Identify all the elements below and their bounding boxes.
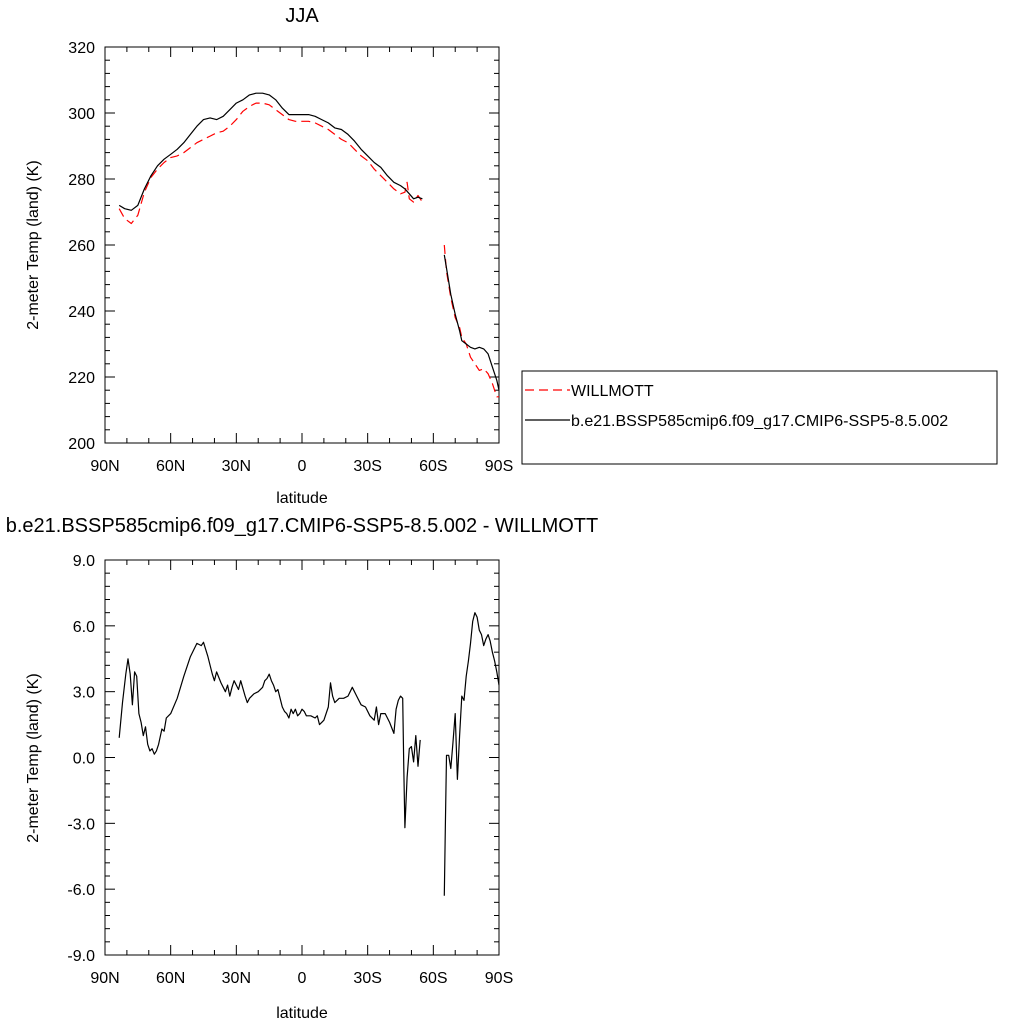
series-line-b-e21-bssp585cmip6-f09-g17-cmip6-ssp5-8-5-002 [443,254,500,391]
axis-ticks [104,559,500,956]
y-tick-label: 280 [68,172,95,189]
y-tick-label: 200 [68,436,95,453]
y-tick-label: -3.0 [67,816,95,833]
x-tick-label: 90N [90,458,119,475]
series-line-difference [443,612,500,896]
legend: WILLMOTT b.e21.BSSP585cmip6.f09_g17.CMIP… [521,370,998,465]
y-tick-label: 240 [68,304,95,321]
chart-title: b.e21.BSSP585cmip6.f09_g17.CMIP6-SSP5-8.… [6,515,599,537]
y-tick-label: -6.0 [67,882,95,899]
plot-frame [104,559,500,956]
legend-label-willmott: WILLMOTT [571,383,654,400]
x-tick-label: 0 [298,970,307,987]
chart-title: JJA [285,5,319,27]
x-tick-labels: 90N 60N 30N 0 30S 60S 90S [90,458,513,475]
y-axis-label: 2-meter Temp (land) (K) [25,673,42,843]
series-group [118,612,500,896]
panel-bottom: b.e21.BSSP585cmip6.f09_g17.CMIP6-SSP5-8.… [6,515,599,1022]
series-line-difference [118,641,421,829]
legend-label-model: b.e21.BSSP585cmip6.f09_g17.CMIP6-SSP5-8.… [571,413,948,430]
y-tick-label: 9.0 [73,553,95,570]
series-line-b-e21-bssp585cmip6-f09-g17-cmip6-ssp5-8-5-002 [118,92,423,211]
x-axis-label: latitude [276,1005,328,1022]
y-tick-label: 320 [68,40,95,57]
x-tick-label: 60N [156,970,185,987]
x-axis-label: latitude [276,490,328,507]
x-tick-label: 90N [90,970,119,987]
x-tick-label: 90S [485,458,513,475]
y-axis-label: 2-meter Temp (land) (K) [25,160,42,330]
x-tick-label: 60S [419,458,447,475]
x-tick-labels: 90N 60N 30N 0 30S 60S 90S [90,970,513,987]
axis-ticks [104,46,500,444]
y-tick-labels: 200 220 240 260 280 300 320 [68,40,95,453]
x-tick-label: 30N [222,458,251,475]
x-tick-label: 0 [298,458,307,475]
x-tick-label: 60N [156,458,185,475]
legend-box [521,370,998,465]
x-tick-label: 90S [485,970,513,987]
y-tick-label: 220 [68,370,95,387]
panel-top: JJA 90N 60N 30N 0 30S 60S 90S 200 220 240 260 280 3… [25,5,998,507]
plot-frame [104,46,500,444]
y-tick-label: -9.0 [67,948,95,965]
y-tick-label: 3.0 [73,685,95,702]
y-tick-label: 0.0 [73,751,95,768]
y-tick-label: 260 [68,238,95,255]
y-tick-label: 300 [68,106,95,123]
x-tick-label: 30S [353,970,381,987]
y-tick-label: 6.0 [73,619,95,636]
x-tick-label: 60S [419,970,447,987]
series-line-willmott [443,244,499,398]
y-tick-labels: -9.0 -6.0 -3.0 0.0 3.0 6.0 9.0 [67,553,95,965]
series-group [118,92,500,398]
x-tick-label: 30N [222,970,251,987]
x-tick-label: 30S [353,458,381,475]
series-line-willmott [118,102,423,225]
